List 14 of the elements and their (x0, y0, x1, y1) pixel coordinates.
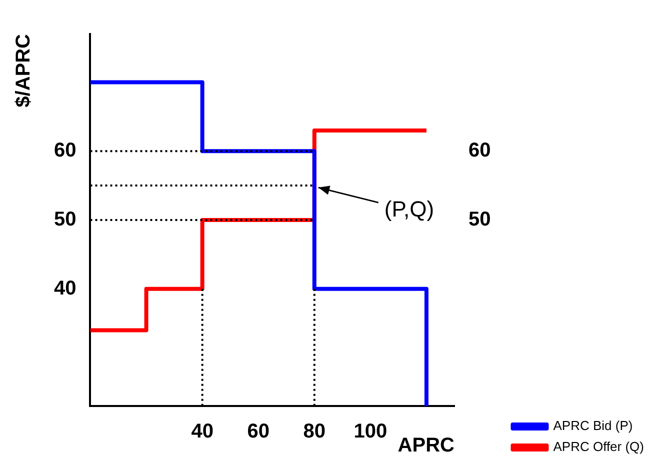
y-axis-title: $/APRC (12, 34, 35, 108)
y2-tick-label: 50 (468, 208, 491, 231)
y-tick-label: 60 (54, 140, 76, 162)
x-axis-title: APRC (398, 434, 454, 457)
x-tick-label: 80 (303, 420, 326, 443)
y-tick-label: 50 (54, 208, 76, 231)
y2-tick-label: 60 (468, 140, 491, 162)
x-tick-label: 100 (354, 420, 388, 443)
x-tick-label: 60 (247, 420, 270, 443)
legend-label: APRC Bid (P) (553, 418, 633, 434)
x-tick-label: 40 (191, 420, 214, 443)
annotation: (P,Q) (384, 196, 434, 222)
legend-label: APRC Offer (Q) (553, 439, 644, 454)
y-tick-label: 40 (54, 277, 76, 300)
